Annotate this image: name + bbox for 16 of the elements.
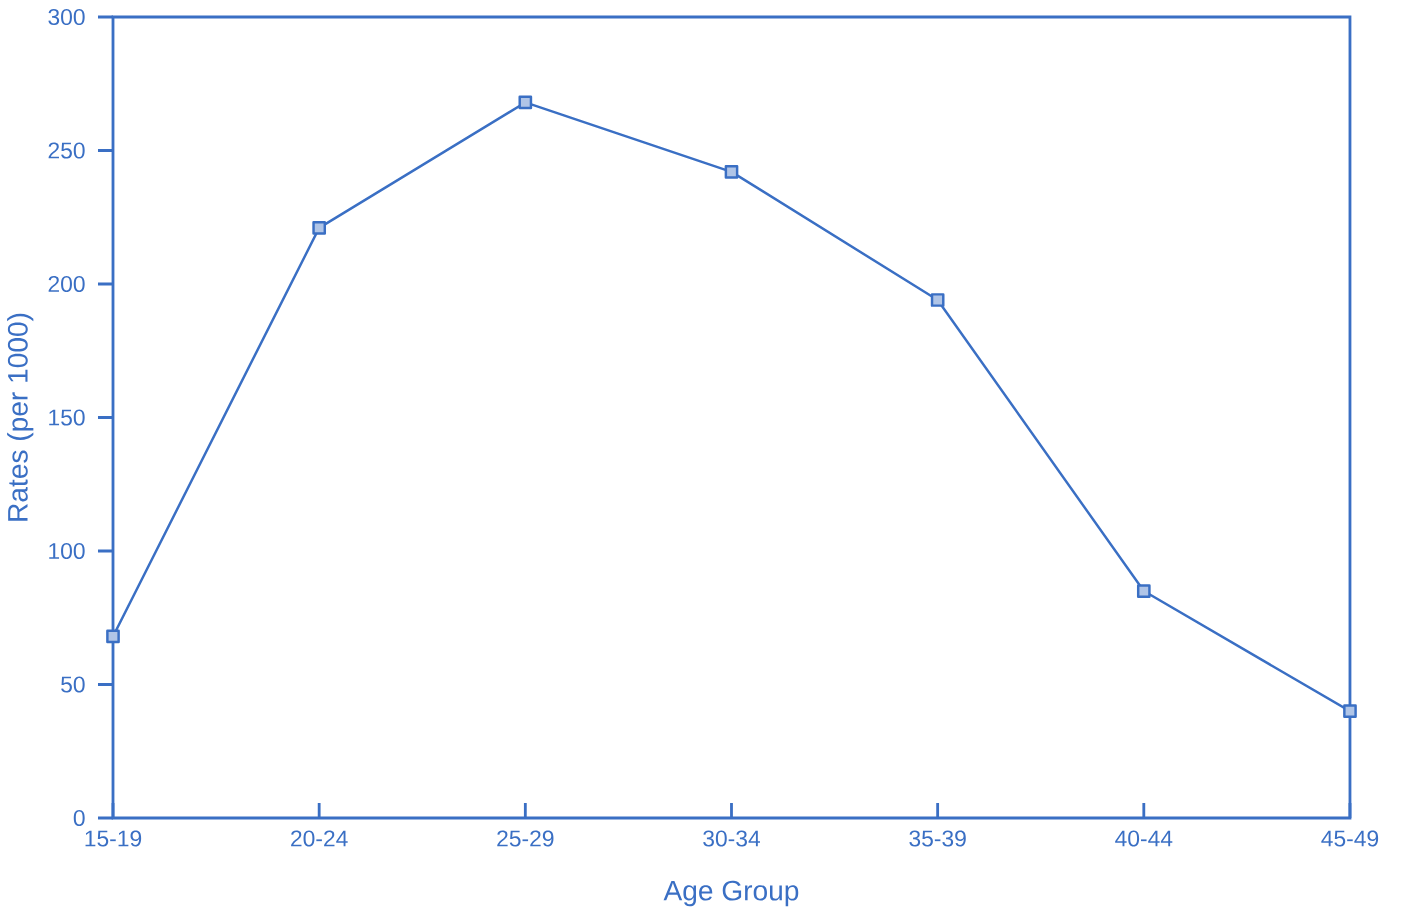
y-tick-label: 200: [48, 275, 85, 293]
x-tick-label: 20-24: [291, 830, 348, 847]
y-tick-label: 50: [61, 676, 85, 693]
y-tick-label: 300: [48, 8, 85, 26]
x-tick-label: 30-34: [703, 830, 760, 847]
x-tick-label: 45-49: [1321, 830, 1379, 847]
y-tick-label: 0: [73, 809, 85, 827]
y-tick-label: 100: [49, 542, 85, 560]
y-tick-label: 250: [48, 142, 85, 159]
y-tick-label: 150: [49, 409, 85, 426]
x-tick-label: 40-44: [1115, 830, 1173, 847]
x-tick-label: 15-19: [85, 830, 142, 847]
x-tick-label: 35-39: [909, 830, 966, 847]
x-tick-label: 25-29: [497, 830, 554, 847]
y-axis-title: Rates (per 1000): [7, 313, 34, 521]
x-axis-title: Age Group: [663, 880, 799, 907]
